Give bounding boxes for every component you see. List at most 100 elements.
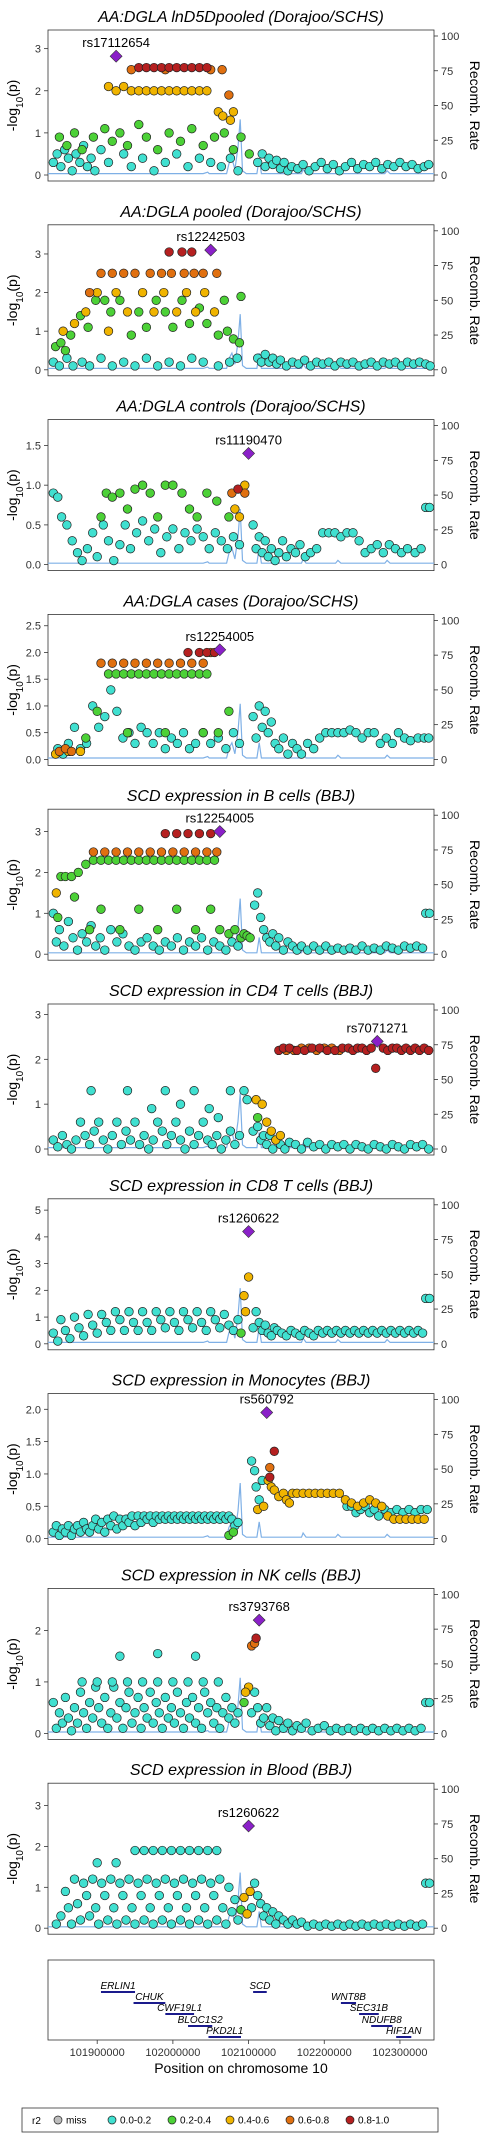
snp-point (299, 355, 310, 365)
snp-point (424, 502, 435, 513)
snp-point (112, 1919, 122, 1929)
snp-point (163, 1713, 173, 1723)
snp-point (142, 1874, 152, 1884)
gene-ndufb8-label: NDUFB8 (362, 2015, 402, 2026)
snp-point (81, 1890, 92, 1901)
snp-point (295, 540, 305, 550)
snp-point (236, 291, 246, 302)
y2-tick-label: 50 (441, 1659, 453, 1671)
snp-point (51, 888, 61, 898)
snp-point (72, 1899, 83, 1909)
y2-tick-label: 75 (441, 455, 453, 467)
snp-point (157, 1126, 167, 1136)
snp-point (218, 1903, 228, 1913)
snp-point (122, 307, 133, 317)
snp-point (147, 1103, 157, 1114)
snp-point (112, 937, 122, 947)
snp-point (239, 1697, 249, 1708)
lead-snp-marker (242, 1225, 255, 1238)
snp-point (75, 157, 85, 168)
y2-tick-label: 0 (441, 560, 447, 572)
snp-point (53, 1142, 63, 1152)
snp-point (369, 728, 379, 738)
snp-point (63, 1903, 74, 1913)
snp-point (186, 536, 196, 546)
snp-point (96, 353, 106, 363)
snp-point (202, 318, 212, 329)
snp-point (51, 1723, 61, 1733)
snp-point (57, 1718, 68, 1728)
snp-point (100, 124, 110, 134)
lead-snp-marker (260, 1406, 274, 1419)
snp-point (141, 132, 152, 142)
snp-point (183, 828, 193, 839)
snp-point (200, 287, 210, 298)
snp-point (257, 1099, 267, 1109)
snp-point (159, 287, 169, 298)
snp-point (239, 1892, 249, 1903)
snp-point (224, 357, 235, 367)
snp-point (198, 357, 208, 367)
snp-point (86, 153, 96, 163)
y-axis-label: -log10(p) (4, 1248, 26, 1300)
snp-point (60, 1886, 71, 1897)
snp-point (316, 157, 326, 168)
snp-point (60, 1325, 71, 1336)
snp-point (189, 1086, 199, 1096)
snp-point (151, 1878, 161, 1888)
snp-point (92, 552, 102, 562)
snp-point (224, 90, 234, 100)
recombination-rate-line (48, 314, 434, 369)
y-tick-label: 2 (35, 1285, 41, 1297)
snp-point (215, 925, 225, 935)
snp-point (202, 847, 212, 857)
panel-title: AA:DGLA controls (Dorajoo/SCHS) (115, 399, 365, 416)
snp-point (302, 738, 313, 749)
y2-tick-label: 75 (441, 1624, 453, 1636)
snp-point (166, 733, 177, 743)
snp-point (118, 1723, 128, 1733)
snp-point (89, 1126, 99, 1136)
snp-point (184, 744, 195, 754)
y-tick-label: 3 (35, 44, 41, 56)
snp-point (162, 1139, 172, 1150)
snp-point (166, 941, 177, 951)
snp-point (130, 361, 140, 371)
snp-point (193, 1915, 204, 1925)
snp-point (253, 157, 263, 168)
snp-point (233, 1517, 243, 1528)
snp-point (121, 1126, 131, 1136)
snp-point (103, 1723, 113, 1733)
snp-point (53, 1336, 63, 1346)
y2-axis-label: Recomb. Rate (467, 256, 483, 346)
y-tick-label: 0.5 (26, 520, 41, 532)
snp-point (203, 945, 213, 955)
snp-point (122, 1086, 133, 1096)
snp-point (96, 268, 106, 278)
lead-snp-label: rs1260622 (218, 1211, 279, 1226)
snp-point (309, 744, 319, 754)
snp-point (69, 128, 80, 138)
snp-point (172, 1687, 183, 1697)
snp-point (215, 1323, 225, 1333)
ld-legend: r2 miss 0.0-0.2 0.2-0.4 0.4-0.6 0.6-0.8 0.8-1.… (21, 2107, 439, 2133)
snp-point (175, 658, 186, 668)
snp-point (215, 1723, 225, 1733)
y2-tick-label: 100 (441, 226, 459, 238)
snp-point (126, 161, 136, 172)
snp-point (51, 937, 61, 947)
snp-point (178, 728, 189, 738)
snp-point (121, 1915, 131, 1925)
snp-point (69, 722, 80, 732)
y2-tick-label: 25 (441, 330, 453, 342)
gene-scd-label: SCD (249, 1981, 270, 1992)
snp-point (378, 548, 388, 558)
snp-point (198, 268, 208, 278)
snp-point (119, 658, 129, 668)
snp-point (63, 1713, 74, 1723)
snp-point (90, 166, 100, 176)
y2-tick-label: 100 (441, 615, 459, 627)
snp-point (209, 132, 220, 142)
snp-point (144, 1144, 154, 1154)
